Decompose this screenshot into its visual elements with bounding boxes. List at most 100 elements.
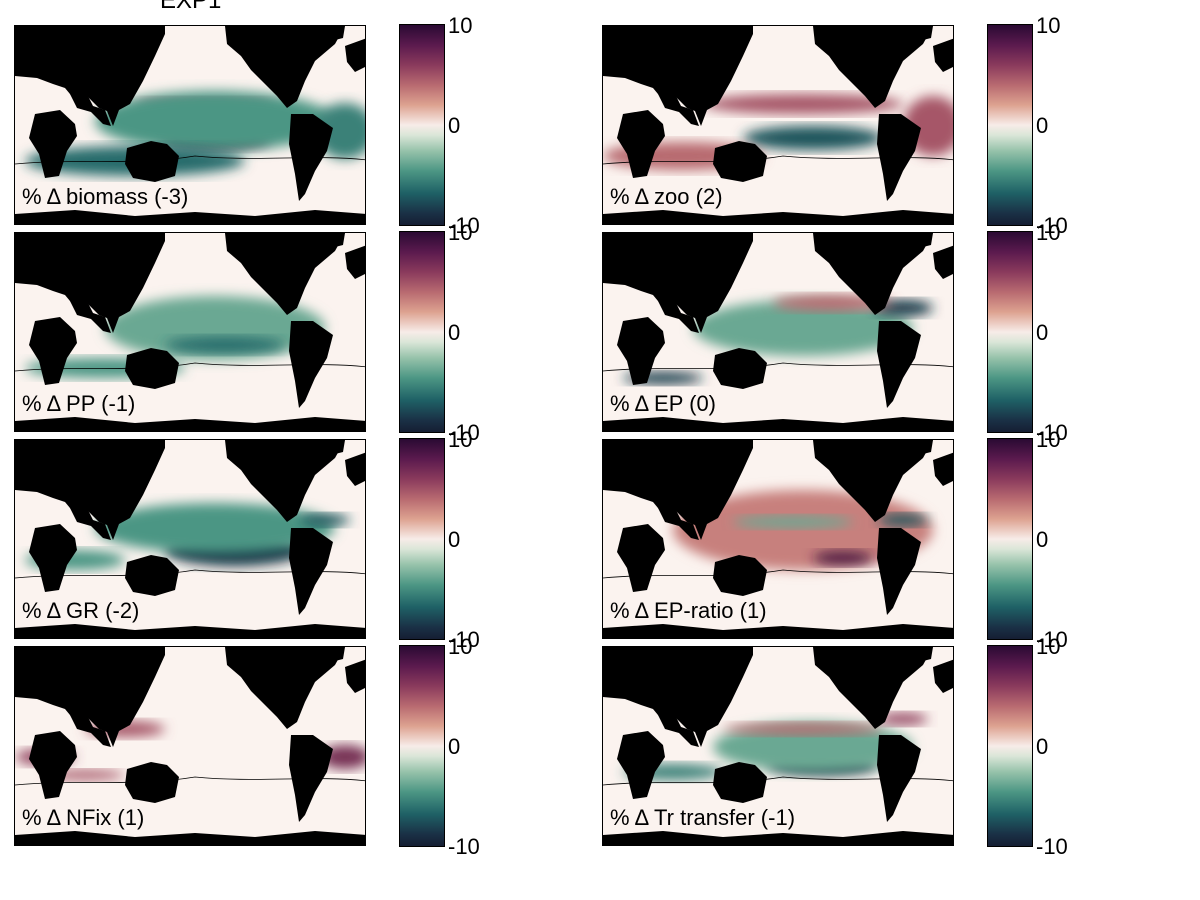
panel-label: % Δ NFix (1): [22, 805, 145, 830]
antarctica-land: [603, 624, 953, 638]
colorbar-tick-label: 0: [448, 734, 461, 759]
anomaly-patch: [723, 723, 883, 735]
colorbar-tick-label: 0: [448, 320, 461, 345]
colorbar-tick-label: -10: [1036, 420, 1068, 445]
south-america-land: [877, 735, 921, 822]
australia-land: [125, 141, 179, 182]
arabia-india-land: [67, 295, 111, 333]
eurasia-land: [603, 440, 753, 540]
colorbar: [987, 231, 1033, 433]
anomaly-map: [15, 647, 365, 845]
anomaly-patch: [95, 91, 335, 151]
figure-title: EXP1: [160, 0, 222, 14]
panel-label: % Δ EP-ratio (1): [610, 598, 767, 623]
anomaly-patch: [95, 503, 335, 553]
colorbar: [987, 645, 1033, 847]
australia-land: [713, 141, 767, 182]
eurasia-land: [603, 647, 753, 747]
colorbar-tick-label: -10: [448, 420, 480, 445]
greenland-land: [315, 440, 345, 456]
colorbar-tick-label: -10: [1036, 627, 1068, 652]
australia-land: [125, 555, 179, 596]
colorbar-tick-label: 10: [448, 634, 473, 659]
africa-land: [29, 110, 77, 178]
antarctica-land: [603, 417, 953, 431]
greenland-land: [903, 26, 933, 42]
south-america-land: [877, 114, 921, 201]
eurasia-land: [603, 233, 753, 333]
colorbar-tick-label: -10: [448, 627, 480, 652]
anomaly-map: [15, 26, 365, 224]
south-america-land: [289, 114, 333, 201]
map-panel-pp: % Δ PP (-1): [14, 232, 366, 432]
europe-land: [345, 38, 365, 72]
colorbar-tick-label: -10: [448, 213, 480, 238]
map-panel-nfix: % Δ NFix (1): [14, 646, 366, 846]
anomaly-map: [15, 233, 365, 431]
colorbar-tick-label: 0: [1036, 734, 1049, 759]
anomaly-patch: [703, 94, 903, 114]
panel-label: % Δ Tr transfer (-1): [610, 805, 796, 830]
north-america-land: [813, 233, 933, 315]
colorbar: [987, 438, 1033, 640]
south-america-land: [289, 528, 333, 615]
anomaly-patch: [713, 722, 913, 772]
map-panel-zoo: % Δ zoo (2): [602, 25, 954, 225]
europe-land: [933, 659, 953, 693]
greenland-land: [315, 647, 345, 663]
colorbar-tick-label: 10: [448, 427, 473, 452]
africa-land: [29, 524, 77, 592]
south-america-land: [289, 735, 333, 822]
north-america-land: [813, 647, 933, 729]
north-america-land: [225, 440, 345, 522]
europe-land: [345, 659, 365, 693]
colorbar-tick-label: 10: [1036, 13, 1061, 38]
africa-land: [617, 731, 665, 799]
anomaly-patch: [693, 300, 913, 356]
south-america-land: [877, 321, 921, 408]
europe-land: [345, 245, 365, 279]
arabia-india-land: [67, 709, 111, 747]
arabia-india-land: [655, 502, 699, 540]
colorbar: [399, 231, 445, 433]
map-panel-ep: % Δ EP (0): [602, 232, 954, 432]
greenland-land: [903, 647, 933, 663]
europe-land: [933, 38, 953, 72]
map-panel-biomass: % Δ biomass (-3): [14, 25, 366, 225]
colorbar-tick-label: 10: [448, 220, 473, 245]
antarctica-land: [15, 831, 365, 845]
australia-land: [125, 348, 179, 389]
anomaly-patch: [300, 514, 350, 526]
greenland-land: [903, 440, 933, 456]
colorbar-tick-label: 0: [448, 113, 461, 138]
colorbar-tick-label: 10: [1036, 427, 1061, 452]
africa-land: [617, 317, 665, 385]
africa-land: [29, 317, 77, 385]
anomaly-patch: [813, 551, 873, 565]
australia-land: [713, 555, 767, 596]
north-america-land: [813, 26, 933, 108]
colorbar-tick-label: -10: [448, 834, 480, 859]
map-panel-tr-transfer: % Δ Tr transfer (-1): [602, 646, 954, 846]
colorbar-tick-label: 10: [1036, 634, 1061, 659]
arabia-india-land: [67, 502, 111, 540]
panel-label: % Δ zoo (2): [610, 184, 723, 209]
panel-label: % Δ biomass (-3): [22, 184, 189, 209]
colorbar-tick-label: -10: [1036, 834, 1068, 859]
arabia-india-land: [655, 295, 699, 333]
eurasia-land: [603, 26, 753, 126]
africa-land: [617, 110, 665, 178]
anomaly-patch: [733, 516, 853, 528]
panel-label: % Δ PP (-1): [22, 391, 136, 416]
antarctica-land: [15, 417, 365, 431]
north-america-land: [225, 647, 345, 729]
africa-land: [617, 524, 665, 592]
colorbar: [399, 645, 445, 847]
europe-land: [345, 452, 365, 486]
australia-land: [125, 762, 179, 803]
colorbar: [399, 24, 445, 226]
map-panel-ep-ratio: % Δ EP-ratio (1): [602, 439, 954, 639]
antarctica-land: [603, 210, 953, 224]
eurasia-land: [15, 26, 165, 126]
panel-label: % Δ EP (0): [610, 391, 717, 416]
